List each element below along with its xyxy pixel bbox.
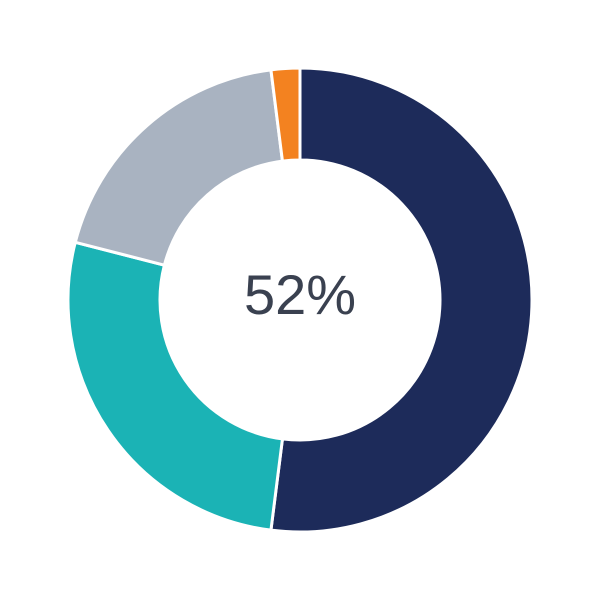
donut-slice-1	[66, 240, 285, 532]
donut-slice-3	[269, 66, 302, 163]
center-percentage-label: 52%	[243, 263, 357, 326]
donut-slice-0	[269, 66, 534, 534]
donut-slice-2	[73, 68, 285, 268]
